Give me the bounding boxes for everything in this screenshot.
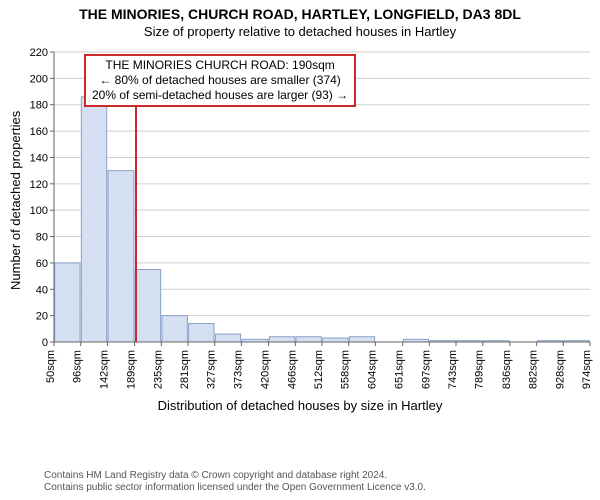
footer-line: Contains HM Land Registry data © Crown c… <box>44 470 426 482</box>
svg-text:281sqm: 281sqm <box>179 350 191 389</box>
svg-text:50sqm: 50sqm <box>45 350 57 383</box>
footer-line: Contains public sector information licen… <box>44 482 426 494</box>
svg-text:96sqm: 96sqm <box>72 350 84 383</box>
svg-text:40: 40 <box>36 284 48 296</box>
svg-text:220: 220 <box>30 47 48 59</box>
svg-text:558sqm: 558sqm <box>340 350 352 389</box>
svg-text:743sqm: 743sqm <box>447 350 459 389</box>
svg-text:327sqm: 327sqm <box>206 350 218 389</box>
svg-text:373sqm: 373sqm <box>232 350 244 389</box>
svg-text:142sqm: 142sqm <box>98 350 110 389</box>
svg-text:604sqm: 604sqm <box>366 350 378 389</box>
svg-text:200: 200 <box>30 73 48 85</box>
svg-text:512sqm: 512sqm <box>313 350 325 389</box>
svg-text:974sqm: 974sqm <box>581 350 593 389</box>
svg-text:928sqm: 928sqm <box>554 350 566 389</box>
svg-text:20: 20 <box>36 311 48 323</box>
svg-text:697sqm: 697sqm <box>420 350 432 389</box>
page-title: THE MINORIES, CHURCH ROAD, HARTLEY, LONG… <box>0 0 600 22</box>
svg-text:651sqm: 651sqm <box>394 350 406 389</box>
reference-line <box>135 96 137 342</box>
svg-text:140: 140 <box>30 152 48 164</box>
svg-text:836sqm: 836sqm <box>501 350 513 389</box>
svg-text:882sqm: 882sqm <box>528 350 540 389</box>
svg-text:189sqm: 189sqm <box>126 350 138 389</box>
x-axis-label: Distribution of detached houses by size … <box>0 398 600 413</box>
footer-attribution: Contains HM Land Registry data © Crown c… <box>44 470 426 494</box>
svg-text:180: 180 <box>30 100 48 112</box>
svg-text:789sqm: 789sqm <box>474 350 486 389</box>
chart-container: 0 20 40 60 80 100 120 140 160 180 200 220 50sqm 96sqm… <box>0 44 600 414</box>
callout-box: THE MINORIES CHURCH ROAD: 190sqm ← 80% o… <box>84 54 356 107</box>
callout-line: 20% of semi-detached houses are larger (… <box>92 88 348 103</box>
page-subtitle: Size of property relative to detached ho… <box>0 22 600 39</box>
svg-text:235sqm: 235sqm <box>152 350 164 389</box>
y-axis-label: Number of detached properties <box>8 111 23 290</box>
svg-text:466sqm: 466sqm <box>286 350 298 389</box>
svg-text:100: 100 <box>30 205 48 217</box>
svg-text:0: 0 <box>42 337 48 349</box>
svg-text:160: 160 <box>30 126 48 138</box>
callout-line: ← 80% of detached houses are smaller (37… <box>92 73 348 88</box>
svg-text:80: 80 <box>36 232 48 244</box>
svg-text:120: 120 <box>30 179 48 191</box>
callout-line: THE MINORIES CHURCH ROAD: 190sqm <box>92 58 348 73</box>
svg-text:60: 60 <box>36 258 48 270</box>
svg-text:420sqm: 420sqm <box>260 350 272 389</box>
